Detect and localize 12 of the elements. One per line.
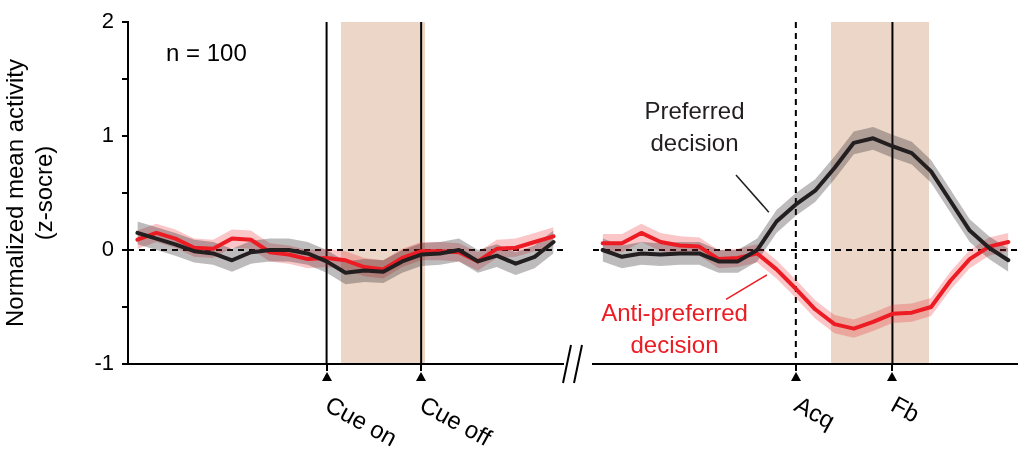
- y-tick-label: 2: [101, 8, 114, 34]
- y-tick-label: 1: [101, 122, 114, 148]
- x-tick-label: Cue on: [321, 390, 402, 452]
- x-tick-label: Acq: [790, 390, 840, 435]
- legend-label: Anti-preferred decision: [601, 299, 748, 359]
- y-axis-title: Normalized mean activity (z-socre): [1, 58, 57, 328]
- text: Preferred decision: [644, 97, 745, 157]
- x-tick-label: Cue off: [415, 390, 497, 452]
- y-tick-label: 0: [101, 236, 114, 262]
- annotation: n = 100: [166, 38, 247, 66]
- x-tick-label: Fb: [886, 390, 925, 428]
- y-tick-label: -1: [94, 350, 114, 376]
